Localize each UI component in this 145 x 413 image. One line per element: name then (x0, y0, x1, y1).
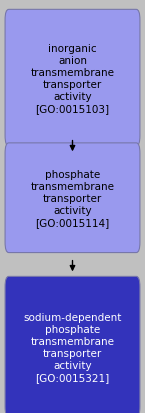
FancyBboxPatch shape (5, 10, 140, 147)
Text: sodium-dependent
phosphate
transmembrane
transporter
activity
[GO:0015321]: sodium-dependent phosphate transmembrane… (23, 312, 122, 382)
Text: phosphate
transmembrane
transporter
activity
[GO:0015114]: phosphate transmembrane transporter acti… (30, 169, 115, 227)
Text: inorganic
anion
transmembrane
transporter
activity
[GO:0015103]: inorganic anion transmembrane transporte… (30, 43, 115, 114)
FancyBboxPatch shape (5, 277, 140, 413)
FancyBboxPatch shape (5, 143, 140, 253)
